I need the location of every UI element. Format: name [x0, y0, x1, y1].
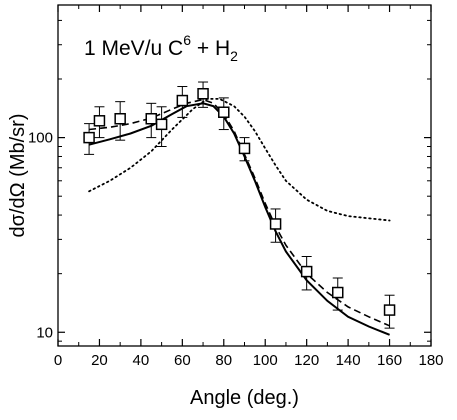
data-point-marker [197, 87, 209, 100]
data-point-marker [300, 265, 313, 278]
data-point-3 [145, 102, 157, 139]
x-axis-title: Angle (deg.) [190, 387, 299, 409]
chart-annotation: 1 MeV/u C6 + H2 [84, 32, 238, 64]
series-solid-line-curve [88, 102, 390, 336]
data-point-1 [93, 106, 106, 139]
data-point-marker [238, 142, 251, 155]
x-tick-label: 40 [133, 352, 150, 369]
data-point-marker [155, 118, 168, 131]
data-point-8 [238, 137, 251, 162]
data-point-marker [93, 115, 106, 127]
series-dashed-line-curve [89, 98, 390, 327]
data-point-marker [383, 304, 396, 316]
data-point-marker [145, 112, 157, 125]
ticks-layer: 0 20 40 60 80 100 120 140 160 180 10 100 [28, 5, 444, 369]
x-tick-label: 0 [54, 352, 62, 369]
data-point-5 [176, 86, 189, 118]
data-point-marker [114, 112, 126, 125]
data-point-marker [269, 218, 282, 230]
y-tick-label: 100 [28, 130, 53, 147]
data-point-2 [114, 101, 126, 141]
data-point-marker [83, 131, 95, 144]
x-tick-label: 120 [294, 352, 319, 369]
x-tick-label: 20 [91, 352, 108, 369]
x-tick-label: 140 [336, 352, 361, 369]
x-tick-label: 100 [253, 352, 278, 369]
markers-layer [83, 81, 396, 329]
data-point-marker [176, 94, 189, 107]
data-point-marker [218, 106, 230, 118]
x-tick-label: 60 [174, 352, 191, 369]
data-point-7 [218, 97, 230, 131]
data-point-12 [383, 294, 396, 329]
data-point-marker [332, 286, 344, 299]
x-tick-label: 160 [377, 352, 402, 369]
x-tick-label: 180 [418, 352, 443, 369]
x-tick-label: 80 [215, 352, 232, 369]
curves-layer [88, 98, 391, 336]
series-dotted-line-curve [88, 98, 391, 222]
y-axis-title: dσ/dΩ (Mb/sr) [7, 114, 29, 238]
data-point-6 [197, 81, 209, 108]
data-point-0 [83, 123, 95, 155]
y-tick-label: 10 [36, 324, 53, 341]
data-point-11 [332, 277, 344, 311]
data-point-9 [269, 208, 282, 243]
data-point-10 [300, 256, 313, 291]
data-point-4 [155, 106, 168, 148]
